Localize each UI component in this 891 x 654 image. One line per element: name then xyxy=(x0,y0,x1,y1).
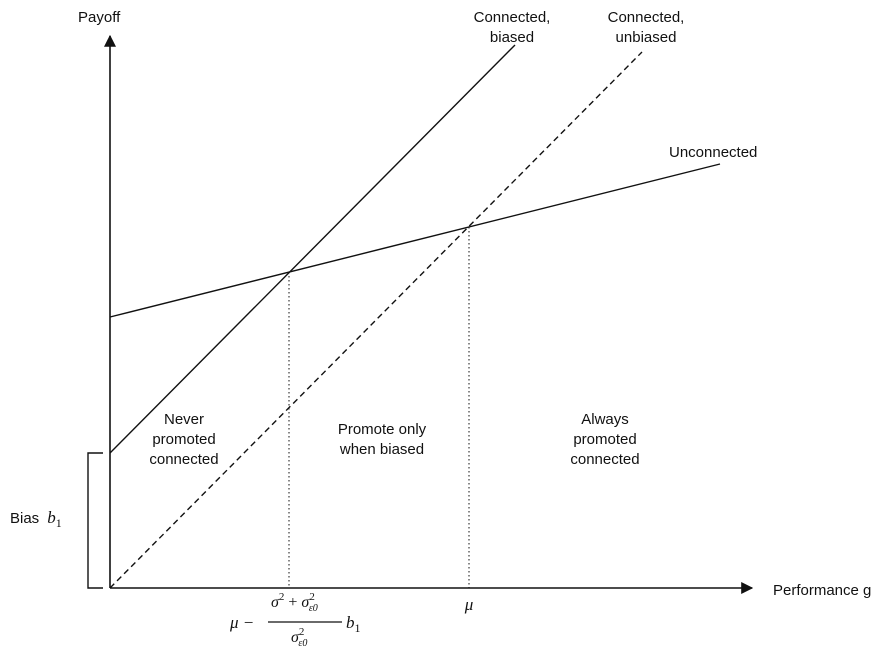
label-unconnected: Unconnected xyxy=(669,144,757,161)
line-connected-unbiased xyxy=(109,51,643,589)
threshold-denominator: σ2 ε0 xyxy=(291,626,307,649)
label-connected-biased-1: Connected, xyxy=(474,9,551,26)
region-never-2: promoted xyxy=(152,431,215,448)
bias-bracket xyxy=(87,452,103,589)
threshold-numerator: σ2 + σ2 ε0 xyxy=(271,591,318,614)
line-unconnected xyxy=(109,163,721,318)
y-axis-label: Payoff xyxy=(78,9,121,26)
tick-threshold: μ − σ2 + σ2 ε0 σ2 ε0 b1 xyxy=(229,591,361,649)
threshold-tail: b1 xyxy=(346,613,361,635)
tick-mu: μ xyxy=(464,595,474,614)
label-connected-unbiased-1: Connected, xyxy=(608,9,685,26)
label-connected-biased-2: biased xyxy=(490,29,534,46)
label-connected-unbiased-2: unbiased xyxy=(616,29,677,46)
line-connected-biased xyxy=(109,44,516,454)
region-promote-biased-1: Promote only xyxy=(338,421,427,438)
region-always-3: connected xyxy=(570,451,639,468)
x-axis-label: Performance g xyxy=(773,582,871,599)
bias-label: Bias b1 xyxy=(10,508,62,530)
region-always-2: promoted xyxy=(573,431,636,448)
region-always-1: Always xyxy=(581,411,629,428)
region-never-1: Never xyxy=(164,411,204,428)
region-never-3: connected xyxy=(149,451,218,468)
threshold-lead: μ − xyxy=(229,613,254,632)
region-promote-biased-2: when biased xyxy=(339,441,424,458)
